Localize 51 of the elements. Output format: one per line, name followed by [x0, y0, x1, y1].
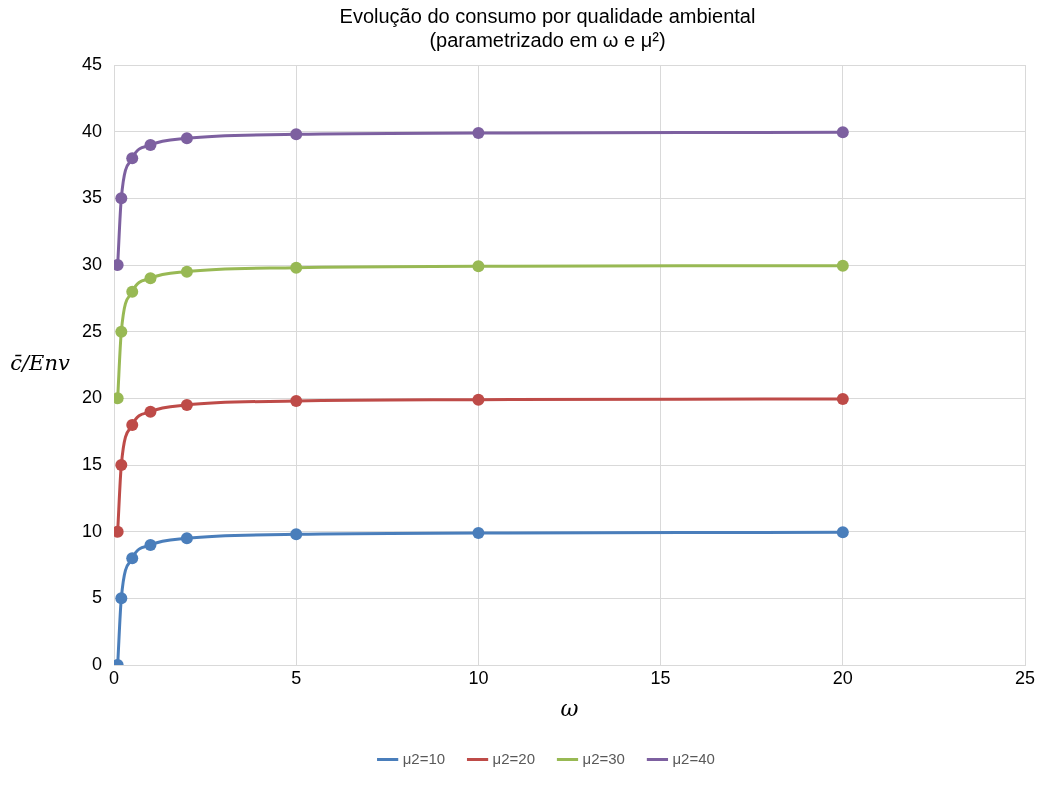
point: [290, 395, 303, 407]
legend-label: μ2=10: [402, 749, 446, 767]
point: [472, 260, 485, 273]
point: [472, 527, 485, 539]
x-tick-label: 15: [650, 667, 671, 688]
point: [115, 459, 128, 471]
point: [836, 393, 849, 405]
y-tick-label: 45: [81, 53, 103, 74]
x-tick-label: 25: [1014, 667, 1036, 688]
x-tick-label: 20: [832, 667, 853, 688]
y-tick-label: 15: [81, 453, 103, 474]
point: [180, 532, 193, 545]
y-tick-label: 20: [81, 387, 103, 408]
point: [144, 272, 157, 285]
point: [180, 265, 193, 278]
point: [836, 526, 849, 539]
x-axis-title: ω: [560, 695, 579, 721]
legend-label: μ2=20: [492, 749, 536, 767]
y-axis-title: c̄/Env: [10, 351, 70, 376]
point: [115, 325, 128, 338]
point: [144, 139, 157, 151]
x-tick-label: 5: [291, 667, 302, 688]
point: [144, 539, 157, 551]
point: [180, 399, 193, 411]
point: [115, 592, 128, 605]
point: [290, 528, 303, 541]
y-tick-label: 5: [92, 587, 103, 608]
point: [290, 261, 303, 274]
y-tick-label: 30: [81, 253, 103, 274]
legend-label: μ2=30: [582, 749, 625, 767]
legend-label: μ2=40: [672, 749, 715, 767]
y-tick-label: 25: [81, 320, 103, 341]
point: [126, 152, 139, 165]
x-tick-label: 0: [109, 667, 120, 688]
point: [836, 259, 849, 272]
point: [144, 405, 157, 418]
point: [126, 285, 139, 298]
point: [472, 393, 485, 406]
point: [180, 132, 193, 145]
x-tick-label: 10: [468, 667, 489, 688]
point: [126, 419, 139, 431]
point: [115, 192, 128, 205]
y-tick-label: 35: [81, 187, 103, 208]
y-tick-label: 10: [81, 520, 103, 541]
point: [126, 552, 139, 565]
chart-title: Evolução do consumo por qualidade ambiental (parametrizado em ω e μ²): [339, 4, 756, 51]
point: [290, 128, 303, 141]
point: [472, 127, 485, 139]
y-tick-label: 40: [81, 120, 103, 141]
y-tick-label: 0: [92, 653, 103, 674]
point: [836, 126, 849, 139]
